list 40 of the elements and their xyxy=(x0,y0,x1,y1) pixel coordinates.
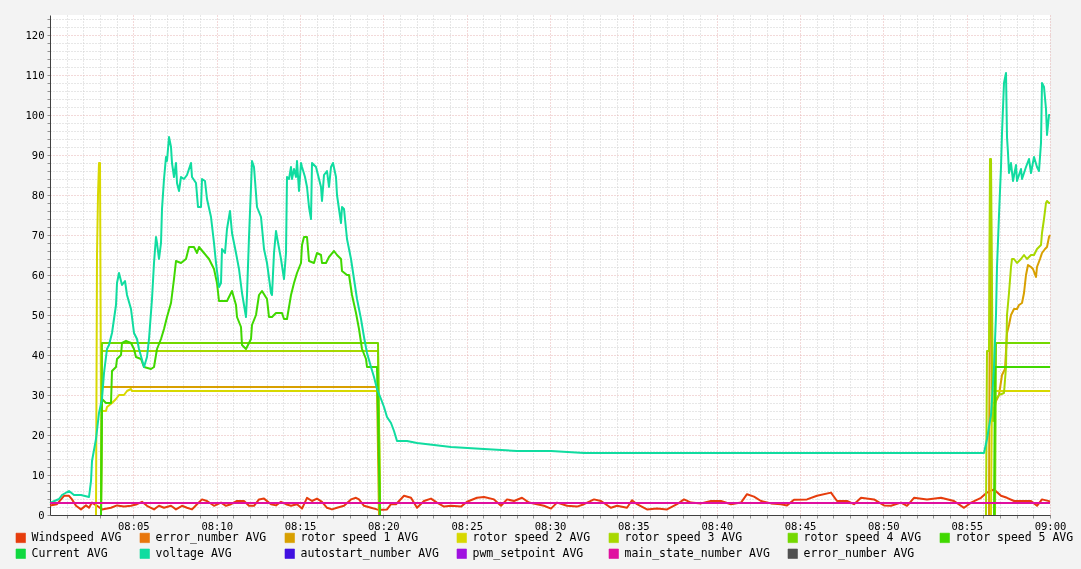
line-series xyxy=(49,72,1051,504)
y-tick-label: 40 xyxy=(31,348,45,361)
legend-label: voltage AVG xyxy=(155,545,232,560)
line-series xyxy=(49,488,1051,511)
x-tick-label: 09:00 xyxy=(1034,519,1067,532)
y-tick-label: 120 xyxy=(25,28,45,41)
legend-label: autostart_number AVG xyxy=(300,545,440,560)
x-tick-label: 08:25 xyxy=(451,519,483,532)
y-tick-label: 60 xyxy=(31,268,45,281)
x-tick-label: 08:45 xyxy=(784,519,817,532)
legend-label: Windspeed AVG xyxy=(31,529,122,544)
legend-label: rotor speed 2 AVG xyxy=(472,529,591,544)
y-tick-label: 0 xyxy=(38,508,45,521)
legend-label: rotor speed 1 AVG xyxy=(300,529,419,544)
legend-label: Current AVG xyxy=(31,545,108,560)
y-tick-label: 10 xyxy=(31,468,45,481)
x-tick-label: 08:55 xyxy=(951,519,983,532)
legend-label: rotor speed 3 AVG xyxy=(624,529,743,544)
y-tick-label: 50 xyxy=(31,308,45,321)
legend-label: error_number AVG xyxy=(155,529,267,544)
y-tick-label: 90 xyxy=(31,148,45,161)
x-tick-label: 08:35 xyxy=(618,519,650,532)
x-tick-label: 08:15 xyxy=(284,519,317,532)
x-tick-label: 08:40 xyxy=(701,519,733,532)
x-tick-label: 08:10 xyxy=(201,519,233,532)
x-tick-label: 08:20 xyxy=(368,519,400,532)
y-tick-label: 20 xyxy=(31,428,45,441)
legend-label: rotor speed 4 AVG xyxy=(803,529,922,544)
y-tick-label: 80 xyxy=(31,188,45,201)
x-tick-label: 08:05 xyxy=(118,519,150,532)
legend-label: rotor speed 5 AVG xyxy=(955,529,1074,544)
x-tick-label: 08:50 xyxy=(868,519,900,532)
x-tick-label: 08:30 xyxy=(534,519,567,532)
legend-label: pwm_setpoint AVG xyxy=(472,545,584,560)
legend-label: error_number AVG xyxy=(803,545,915,560)
y-tick-label: 110 xyxy=(25,68,45,81)
y-tick-label: 100 xyxy=(25,108,45,121)
y-tick-label: 70 xyxy=(31,228,45,241)
legend-label: main_state_number AVG xyxy=(624,545,770,560)
y-tick-label: 30 xyxy=(31,388,45,401)
